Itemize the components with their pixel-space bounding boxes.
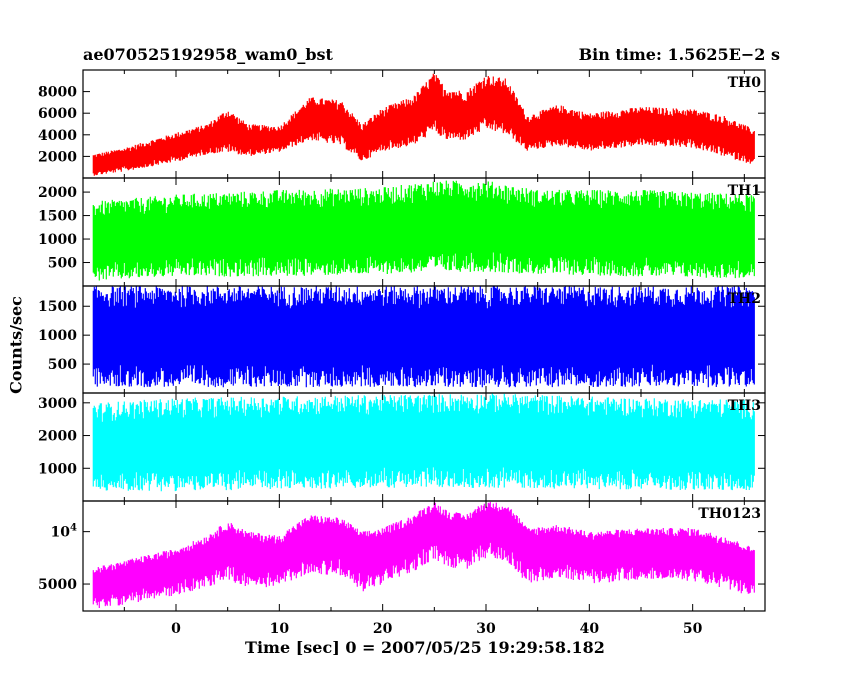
series-trace-th3 (92, 393, 755, 492)
y-tick-label: 104 (51, 523, 77, 541)
y-tick-label: 3000 (38, 396, 77, 412)
x-axis-label: Time [sec] 0 = 2007/05/25 19:29:58.182 (245, 638, 605, 657)
panel-label-th0: TH0 (728, 75, 762, 91)
panel-label-th0123: TH0123 (698, 506, 761, 522)
y-tick-label: 1500 (38, 209, 77, 225)
panel-frame-th0123 (82, 500, 766, 612)
x-tick-label: 40 (580, 621, 600, 637)
x-tick-label: 50 (683, 621, 703, 637)
panel-label-th3: TH3 (728, 398, 761, 414)
x-tick-label: 0 (171, 621, 181, 637)
y-tick-label: 5000 (38, 577, 77, 593)
y-tick-label: 2000 (38, 429, 77, 445)
y-tick-label: 1000 (38, 461, 77, 477)
y-tick-label: 500 (48, 357, 77, 373)
y-axis-label: Counts/sec (6, 296, 26, 394)
y-tick-label: 1000 (38, 328, 77, 344)
y-tick-label: 2000 (38, 149, 77, 165)
y-tick-label: 6000 (38, 106, 77, 122)
x-tick-label: 30 (476, 621, 496, 637)
panel-label-th2: TH2 (728, 291, 761, 307)
panel-label-th1: TH1 (728, 183, 761, 199)
x-tick-label: 20 (373, 621, 393, 637)
series-trace-th1 (92, 180, 755, 281)
y-tick-label: 1500 (38, 299, 77, 315)
y-tick-label: 1000 (38, 232, 77, 248)
y-tick-label: 2000 (38, 185, 77, 201)
series-trace-th0 (92, 73, 755, 176)
y-tick-label: 500 (48, 256, 77, 272)
x-tick-label: 10 (270, 621, 290, 637)
chart-title: ae070525192958_wam0_bst (83, 45, 333, 64)
y-tick-label: 8000 (38, 85, 77, 101)
series-trace-th2 (92, 286, 755, 388)
series-trace-th0123 (92, 501, 755, 608)
y-tick-label: 4000 (38, 128, 77, 144)
bin-time-label: Bin time: 1.5625E−2 s (578, 45, 780, 64)
